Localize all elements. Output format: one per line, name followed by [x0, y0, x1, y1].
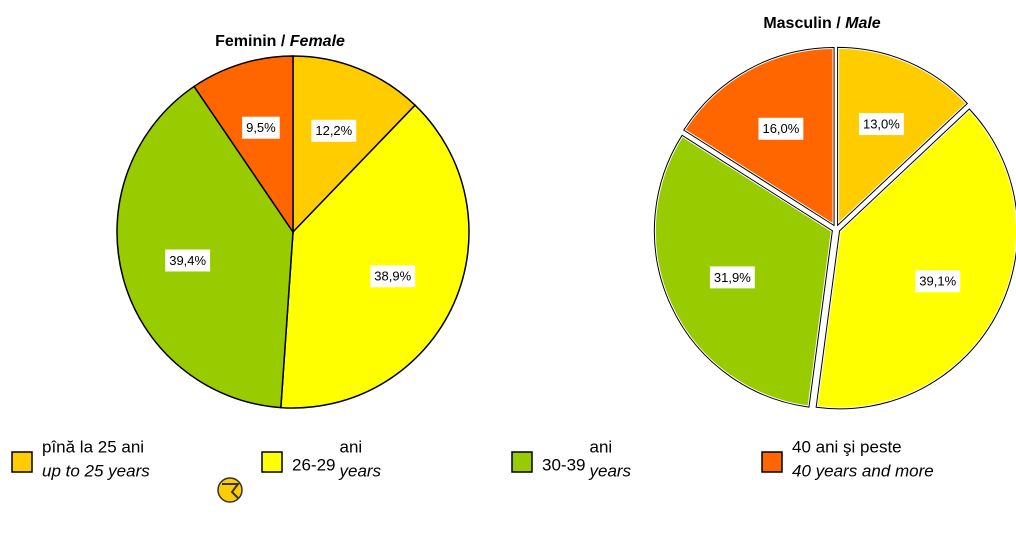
- title-en: Female: [290, 33, 345, 50]
- data-label: 12,2%: [315, 123, 352, 138]
- legend-swatch: [761, 451, 783, 473]
- slice-outline: [653, 134, 833, 408]
- chart-title: Feminin / Female: [215, 33, 345, 50]
- legend-swatch: [11, 451, 33, 473]
- title-en: Male: [845, 15, 881, 32]
- label-box: [758, 117, 804, 140]
- legend-ro: ani: [339, 437, 362, 456]
- label-box: [311, 119, 357, 142]
- data-label: 31,9%: [714, 270, 751, 285]
- label-box: [709, 266, 755, 289]
- legend-ro: 40 ani şi peste: [792, 437, 902, 456]
- legend-ro: pînă la 25 ani: [42, 437, 144, 456]
- legend-swatch: [511, 451, 533, 473]
- data-label: 16,0%: [762, 121, 799, 136]
- legend-prefix: 26-29: [292, 455, 335, 474]
- pie-slice: [116, 85, 294, 409]
- icon: [217, 477, 243, 503]
- pie-slice: [280, 104, 470, 409]
- slice-outline: [683, 46, 835, 227]
- legend-en: years: [588, 461, 631, 480]
- slice-outline: [837, 46, 969, 227]
- title-ro: Feminin /: [215, 33, 290, 50]
- legend-en: up to 25 years: [42, 461, 150, 480]
- label-box: [858, 113, 904, 136]
- slice-outline: [815, 108, 1016, 410]
- pie-slice: [292, 55, 417, 234]
- label-box: [915, 270, 961, 293]
- pie-slice: [193, 55, 294, 235]
- legend-en: 40 years and more: [792, 461, 934, 480]
- data-label: 38,9%: [374, 269, 411, 284]
- data-label: 39,4%: [169, 253, 206, 268]
- label-box: [165, 249, 211, 272]
- chart-title: Masculin / Male: [763, 15, 880, 32]
- label-box: [370, 265, 416, 288]
- label-box: [242, 116, 280, 139]
- data-label: 39,1%: [919, 274, 956, 289]
- title-ro: Masculin /: [763, 15, 845, 32]
- legend-prefix: 30-39: [542, 455, 585, 474]
- data-label: 13,0%: [863, 116, 900, 131]
- data-label: 9,5%: [246, 120, 276, 135]
- legend-en: years: [338, 461, 381, 480]
- legend-swatch: [261, 451, 283, 473]
- legend-ro: ani: [589, 437, 612, 456]
